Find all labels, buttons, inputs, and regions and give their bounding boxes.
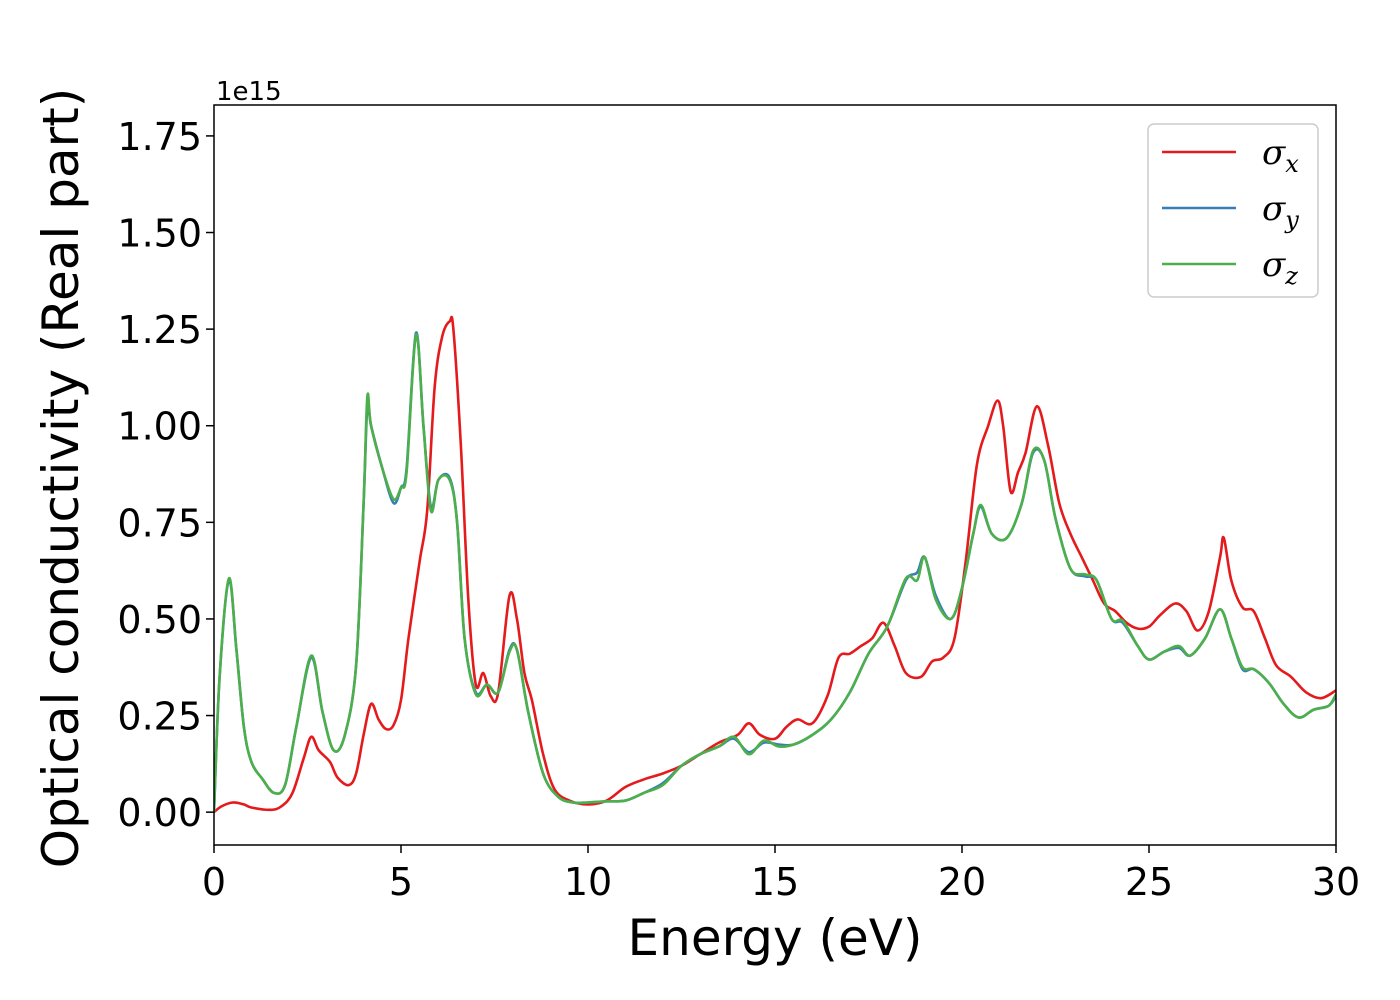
y-tick-label: 0.50	[117, 598, 202, 642]
x-tick-label: 5	[389, 860, 413, 904]
x-tick-label: 0	[202, 860, 226, 904]
series-layer	[214, 315, 1336, 814]
legend-label-y: σy	[1262, 189, 1299, 234]
legend: σx σy σz	[1147, 123, 1319, 298]
x-axis-ticks: 0 5 10 15 20 25 30	[202, 845, 1360, 904]
legend-label-x: σx	[1262, 133, 1299, 178]
series-line-y	[214, 331, 1336, 813]
x-axis-label: Energy (eV)	[628, 909, 923, 967]
x-tick-label: 25	[1125, 860, 1173, 904]
y-axis-ticks: 0.00 0.25 0.50 0.75 1.00 1.25 1.50 1.75	[117, 115, 214, 835]
y-axis-label: Optical conductivity (Real part)	[32, 88, 90, 869]
x-tick-label: 15	[751, 860, 799, 904]
y-tick-label: 1.00	[117, 405, 202, 449]
y-tick-label: 1.25	[117, 308, 202, 352]
y-tick-label: 0.75	[117, 501, 202, 545]
x-tick-label: 20	[938, 860, 986, 904]
y-tick-label: 1.50	[117, 212, 202, 256]
y-tick-label: 0.25	[117, 695, 202, 739]
y-tick-label: 1.75	[117, 115, 202, 159]
y-tick-label: 0.00	[117, 791, 202, 835]
series-line-z	[214, 333, 1336, 813]
legend-box	[1147, 123, 1319, 298]
legend-label-z: σz	[1262, 245, 1298, 290]
x-tick-label: 30	[1312, 860, 1360, 904]
series-line-x	[214, 315, 1336, 814]
y-offset-label: 1e15	[216, 77, 282, 107]
x-tick-label: 10	[564, 860, 612, 904]
